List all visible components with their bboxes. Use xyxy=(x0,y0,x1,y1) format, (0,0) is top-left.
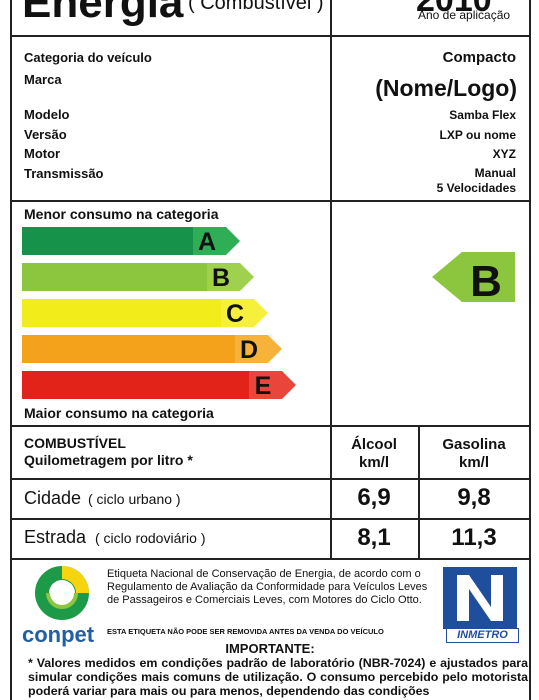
title: Energia xyxy=(22,0,184,27)
row-label: Estrada xyxy=(24,527,87,547)
row-label: Cidade xyxy=(24,488,82,508)
divider xyxy=(330,0,332,558)
rating-letter: B xyxy=(212,264,230,292)
field-value: Samba Flex xyxy=(449,108,516,122)
rule xyxy=(10,558,530,560)
value-cell: 8,1 xyxy=(357,524,391,551)
border xyxy=(529,0,531,700)
field-label: Categoria do veículo xyxy=(24,50,152,65)
rating-letter: E xyxy=(255,372,272,400)
rating-arrow xyxy=(207,263,254,291)
field-label: Versão xyxy=(24,127,67,142)
rating-bar xyxy=(22,371,249,399)
field-value: Compacto xyxy=(442,49,516,66)
rating-bar xyxy=(22,299,221,327)
rating-arrow xyxy=(249,371,296,399)
column-name: Álcool xyxy=(351,436,397,453)
warning: ESTA ETIQUETA NÃO PODE SER REMOVIDA ANTE… xyxy=(107,627,384,636)
rating-arrow xyxy=(235,335,282,363)
selected-arrow xyxy=(432,252,515,302)
year-label: Ano de aplicação xyxy=(418,8,511,22)
rule xyxy=(10,35,530,37)
rating-arrow xyxy=(221,299,268,327)
subtitle: ( Combustível ) xyxy=(188,0,324,14)
rating-top-label: Menor consumo na categoria xyxy=(24,206,219,222)
row-note: ( ciclo urbano ) xyxy=(88,491,181,507)
rule xyxy=(10,425,530,427)
inmetro-logo: INMETRO xyxy=(446,628,519,643)
row-note: ( ciclo rodoviário ) xyxy=(95,530,206,546)
divider xyxy=(418,425,420,558)
rating-bar xyxy=(22,263,207,291)
rating-bar xyxy=(22,227,193,255)
conpet-emblem xyxy=(35,566,89,620)
important-title: IMPORTANTE: xyxy=(225,641,315,656)
field-label: Motor xyxy=(24,146,61,161)
column-name: Gasolina xyxy=(442,436,506,453)
conpet-logo: conpet xyxy=(22,622,95,647)
rating-letter: A xyxy=(198,228,216,256)
value-cell: 11,3 xyxy=(451,524,497,551)
column-unit: km/l xyxy=(458,454,489,471)
fuel-header: COMBUSTÍVEL xyxy=(24,435,126,451)
rule xyxy=(10,200,530,202)
inmetro-emblem xyxy=(443,567,517,629)
field-value: 5 Velocidades xyxy=(436,181,516,195)
description: Etiqueta Nacional de Conservação de Ener… xyxy=(107,568,428,606)
field-value: XYZ xyxy=(492,147,516,161)
unit-header: Quilometragem por litro * xyxy=(24,452,193,468)
field-label: Modelo xyxy=(24,107,70,122)
important-text: * Valores medidos em condições padrão de… xyxy=(28,656,528,698)
selected-letter: B xyxy=(470,257,502,306)
rating-bottom-label: Maior consumo na categoria xyxy=(24,405,214,421)
rating-bar xyxy=(22,335,235,363)
field-value: (Nome/Logo) xyxy=(375,75,517,101)
value-cell: 9,8 xyxy=(457,484,491,511)
rule xyxy=(10,478,530,480)
column-unit: km/l xyxy=(358,454,389,471)
rule xyxy=(10,518,530,520)
rating-arrow xyxy=(193,227,240,255)
year: 2010 xyxy=(416,0,492,19)
field-label: Transmissão xyxy=(24,166,104,181)
rating-letter: D xyxy=(240,336,258,364)
field-label: Marca xyxy=(24,72,62,87)
border xyxy=(10,0,12,700)
value-cell: 6,9 xyxy=(357,484,391,511)
rating-letter: C xyxy=(226,300,244,328)
field-value: LXP ou nome xyxy=(439,128,516,142)
field-value: Manual xyxy=(474,166,516,180)
